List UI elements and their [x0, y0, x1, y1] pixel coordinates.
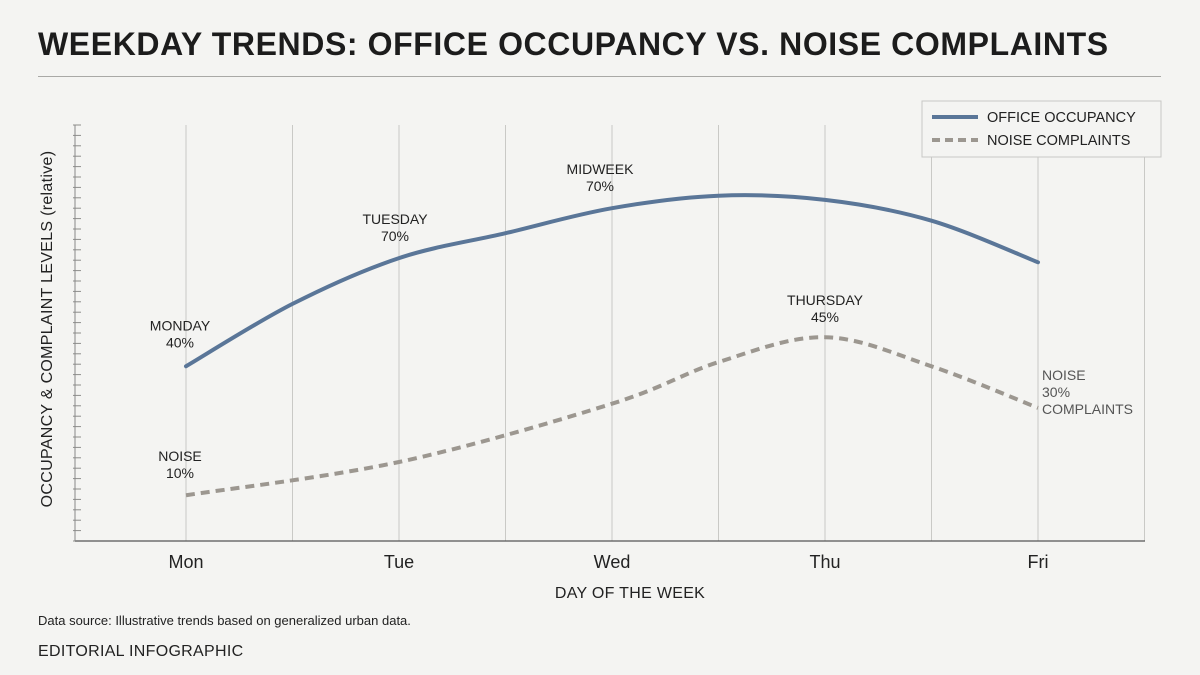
legend-label-office-occupancy: OFFICE OCCUPANCY [987, 110, 1136, 126]
annotations: MONDAY 40% TUESDAY 70% MIDWEEK 70% NOISE 10% THU… [150, 161, 1133, 481]
annotation-tuesday: TUESDAY 70% [362, 211, 428, 244]
series-line-noise-complaints [185, 335, 1039, 498]
title-divider [38, 76, 1161, 77]
legend-label-noise-complaints: NOISE COMPLAINTS [987, 133, 1130, 149]
annotation-thursday: THURSDAY 45% [787, 292, 864, 325]
legend-box [921, 100, 1162, 158]
x-tick-label-tue: Tue [384, 552, 414, 572]
y-axis-ticks [73, 124, 81, 542]
annotation-monday: MONDAY 40% [150, 317, 211, 350]
series-lines [184, 193, 1040, 498]
data-source-note: Data source: Illustrative trends based o… [38, 613, 411, 628]
x-tick-label-wed: Wed [594, 552, 631, 572]
chart-title: WEEKDAY TRENDS: OFFICE OCCUPANCY VS. NOI… [38, 26, 1109, 62]
vertical-gridlines [185, 125, 1145, 541]
y-axis-title: OCCUPANCY & COMPLAINT LEVELS (relative) [39, 151, 56, 508]
annotation-midweek: MIDWEEK 70% [567, 161, 635, 194]
footer-label: EDITORIAL INFOGRAPHIC [38, 643, 244, 660]
legend: OFFICE OCCUPANCY NOISE COMPLAINTS [921, 100, 1162, 158]
x-tick-label-mon: Mon [168, 552, 203, 572]
annotation-noise: NOISE 10% [158, 448, 202, 481]
series-line-office-occupancy [184, 193, 1040, 369]
x-tick-label-thu: Thu [809, 552, 840, 572]
x-tick-labels: Mon Tue Wed Thu Fri [168, 552, 1048, 572]
x-axis-title: DAY OF THE WEEK [555, 585, 705, 602]
x-tick-label-fri: Fri [1028, 552, 1049, 572]
annotation-noise: NOISE 30% COMPLAINTS [1042, 367, 1133, 417]
